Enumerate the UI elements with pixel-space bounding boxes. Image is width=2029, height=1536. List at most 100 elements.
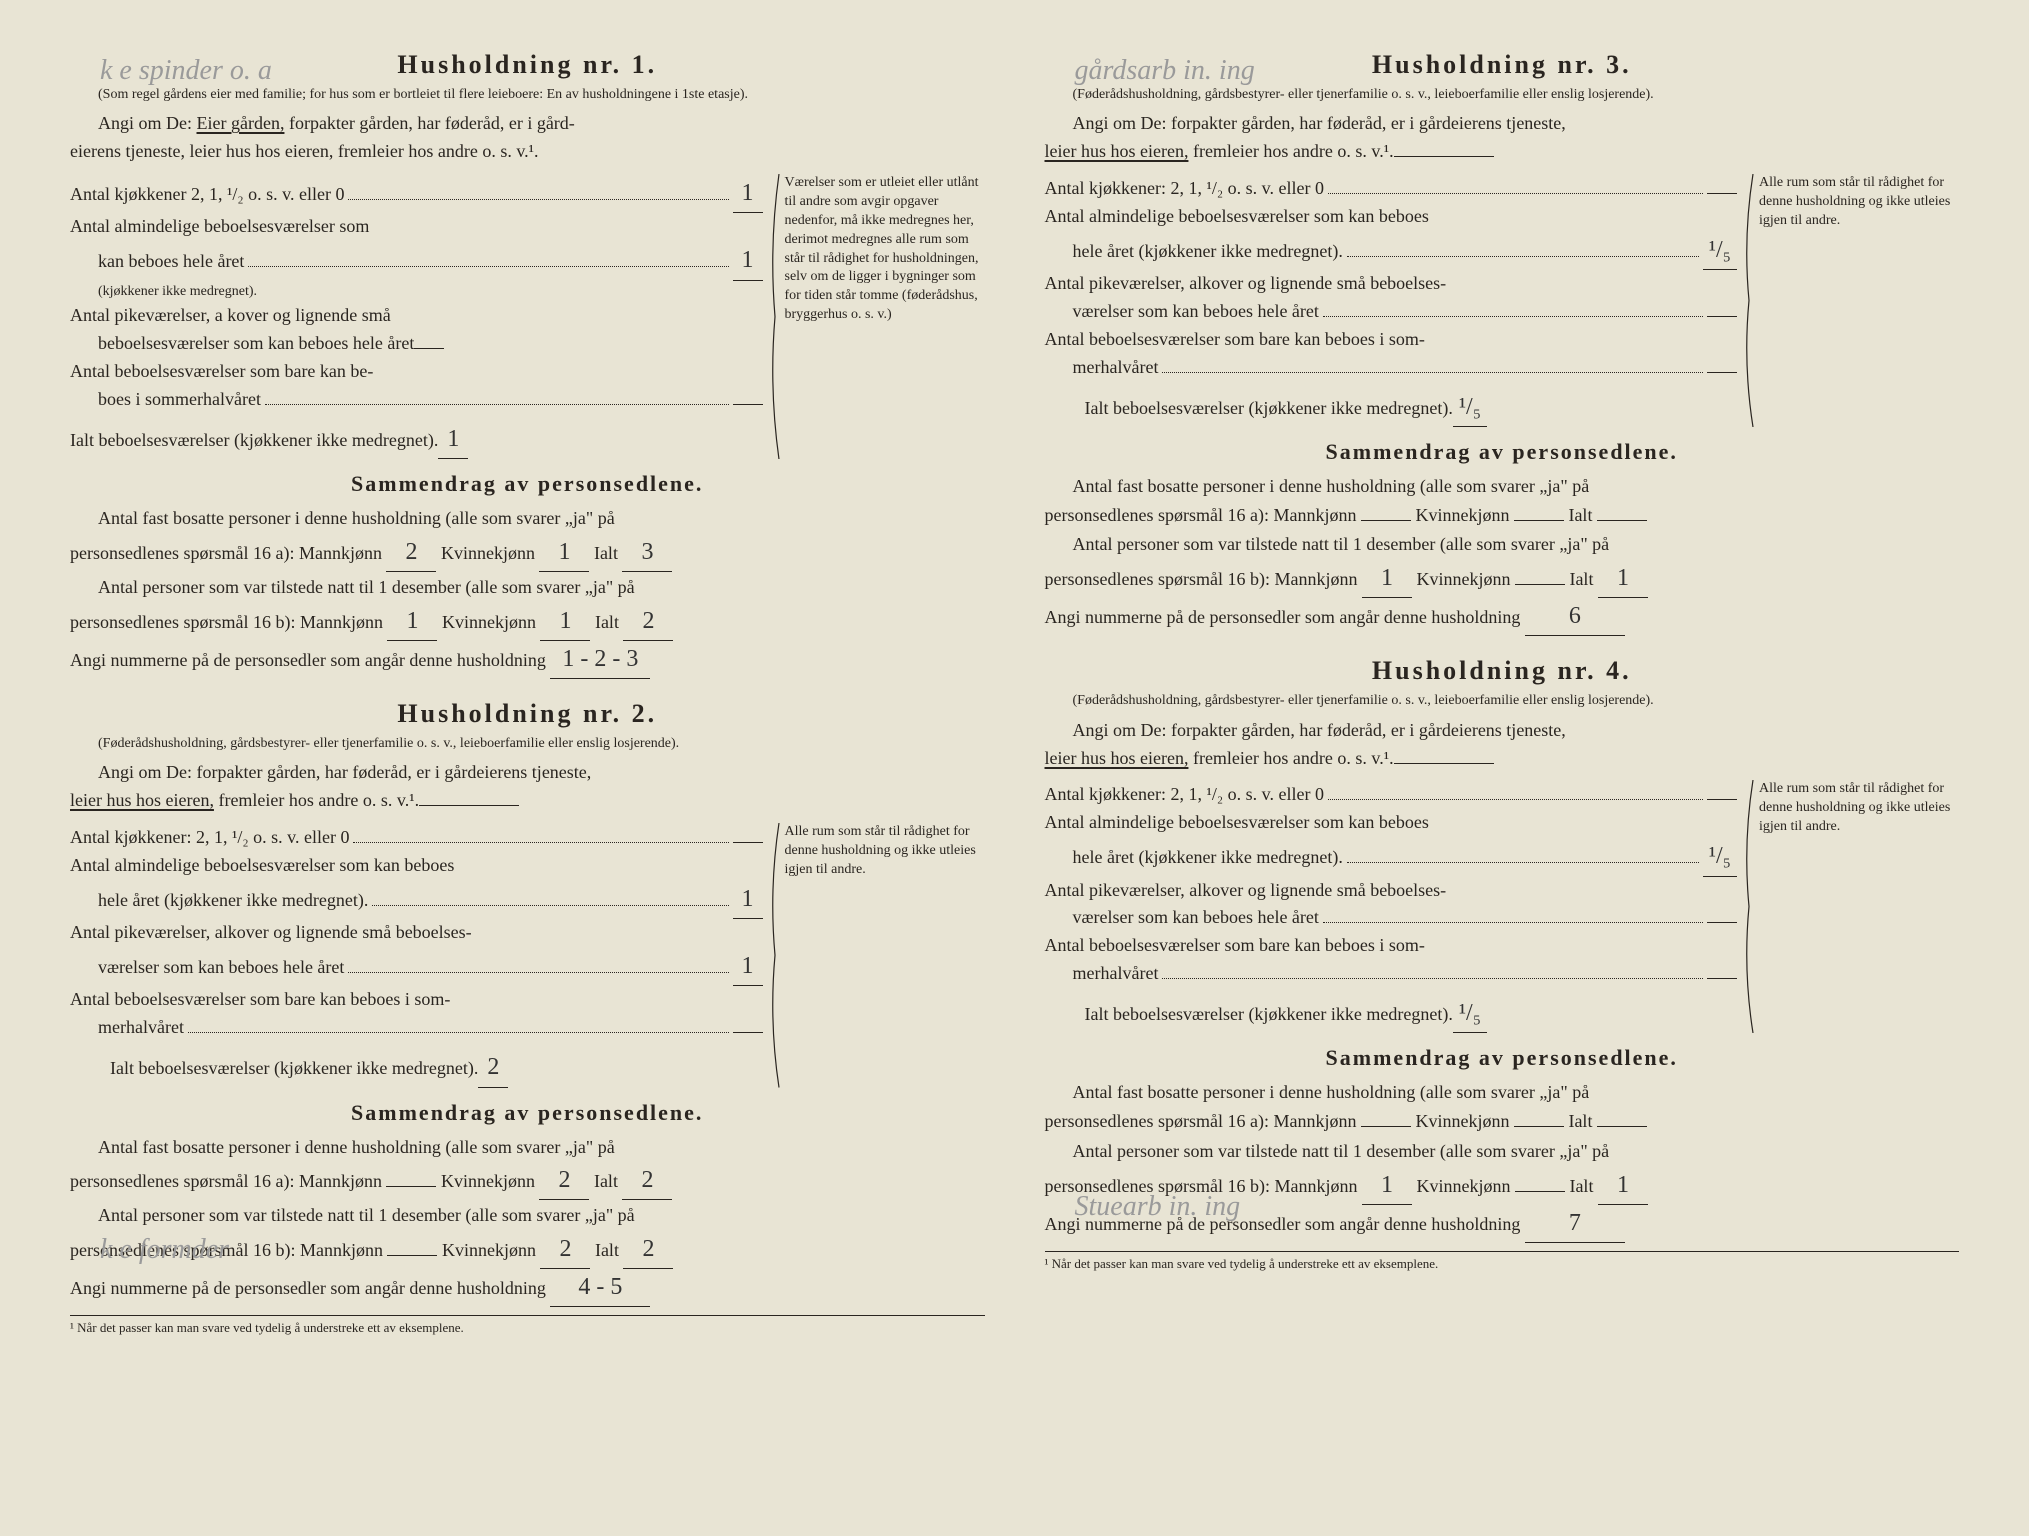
sum-prefix-b: personsedlenes spørsmål 16 b): Mannkjønn [1045, 569, 1358, 589]
kvinne-a-value [1514, 1126, 1564, 1127]
sum-line-1a: Antal fast bosatte personer i denne hush… [70, 503, 985, 534]
ialt-value: ¹/₅ [1453, 994, 1487, 1033]
angi-underlined: leier hus hos eieren, [1045, 748, 1189, 768]
angi-line-2: leier hus hos eieren, fremleier hos andr… [70, 787, 985, 815]
alm-label-2: hele året (kjøkkener ikke medregnet). [1045, 238, 1343, 266]
kvinne-a-value: 1 [539, 534, 589, 572]
kvinne-label: Kvinnekjønn [442, 1240, 536, 1260]
kjokkener-value [1707, 193, 1737, 194]
pike-label-1: Antal pikeværelser, alkover og lignende … [1045, 270, 1738, 298]
ialt-b-value: 2 [623, 1231, 673, 1269]
kvinne-label: Kvinnekjønn [1415, 1111, 1509, 1131]
dots [248, 266, 728, 267]
ialt-b-value: 2 [623, 603, 673, 641]
mann-b-value: 1 [1362, 1167, 1412, 1205]
household-2: k e formder Husholdning nr. 2. (Føderåds… [70, 699, 985, 1336]
side-note-4: Alle rum som står til rådighet for denne… [1749, 780, 1959, 1033]
alm-value: ¹/₅ [1703, 231, 1737, 270]
brace-icon [767, 174, 781, 459]
alm-label-1: Antal almindelige beboelsesværelser som … [70, 852, 763, 880]
sum-prefix: personsedlenes spørsmål 16 a): Mannkjønn [70, 1171, 382, 1191]
sammendrag-title-1: Sammendrag av personsedlene. [70, 471, 985, 497]
angi-fill [419, 805, 519, 806]
form-section-2: Antal kjøkkener: 2, 1, ¹/₂ o. s. v. elle… [70, 823, 985, 1088]
mann-b-value: 1 [387, 603, 437, 641]
ialt-label: Ialt beboelsesværelser (kjøkkener ikke m… [70, 426, 438, 455]
side-note-2: Alle rum som står til rådighet for denne… [775, 823, 985, 1088]
alm-label-1: Antal almindelige beboelsesværelser som [70, 213, 763, 241]
sum-line-2a: Antal personer som var tilstede natt til… [70, 1200, 985, 1231]
dots [265, 404, 729, 405]
side-note-text: Værelser som er utleiet eller utlånt til… [785, 175, 979, 322]
sum-prefix: personsedlenes spørsmål 16 a): Mannkjønn [70, 543, 382, 563]
household-3-note: (Føderådshusholdning, gårdsbestyrer- ell… [1045, 86, 1960, 104]
ialt-label: Ialt [1568, 505, 1592, 525]
household-1-note: (Som regel gårdens eier med familie; for… [70, 86, 985, 104]
handwriting-note-2: k e formder [100, 1234, 229, 1266]
form-section-3: Antal kjøkkener: 2, 1, ¹/₂ o. s. v. elle… [1045, 174, 1960, 427]
ialt-b-value: 1 [1598, 1167, 1648, 1205]
brace-icon [1741, 174, 1755, 427]
kvinne-label: Kvinnekjønn [1415, 505, 1509, 525]
sum-prefix: personsedlenes spørsmål 16 a): Mannkjønn [1045, 1111, 1357, 1131]
sum-line-1a: Antal fast bosatte personer i denne hush… [70, 1132, 985, 1163]
pike-value [414, 348, 444, 349]
alm-label-2: kan beboes hele året [70, 248, 244, 276]
dots [1162, 372, 1703, 373]
kvinne-a-value: 2 [539, 1162, 589, 1200]
household-4-title: Husholdning nr. 4. [1045, 656, 1960, 686]
sommer-label-2: merhalvåret [1045, 354, 1159, 382]
ialt-label: Ialt [594, 1171, 618, 1191]
mann-a-value [386, 1186, 436, 1187]
footnote-left: ¹ Når det passer kan man svare ved tydel… [70, 1315, 985, 1336]
sum-line-2b: personsedlenes spørsmål 16 b): Mannkjønn… [1045, 560, 1960, 598]
sum-line-2b: personsedlenes spørsmål 16 b): Mannkjønn… [70, 603, 985, 641]
alm-label-2: hele året (kjøkkener ikke medregnet). [70, 887, 368, 915]
ialt-a-value: 3 [622, 534, 672, 572]
angi-rest: fremleier hos andre o. s. v.¹. [1188, 748, 1393, 768]
nummer-value: 1 - 2 - 3 [550, 641, 650, 679]
handwriting-note-1: k e spinder o. a [100, 55, 272, 87]
nummer-row: Angi nummerne på de personsedler som ang… [70, 1269, 985, 1307]
ialt-a-value: 2 [622, 1162, 672, 1200]
ialt-label: Ialt beboelsesværelser (kjøkkener ikke m… [1045, 1000, 1453, 1029]
ialt-a-value [1597, 1126, 1647, 1127]
angi-rest: fremleier hos andre o. s. v.¹. [214, 790, 419, 810]
dots [353, 842, 728, 843]
angi-rest: forpakter gården, har føderåd, er i gård… [284, 113, 574, 133]
kjokkener-value: 1 [733, 174, 763, 213]
sum-line-2a: Antal personer som var tilstede natt til… [1045, 1136, 1960, 1167]
sum-line-1b: personsedlenes spørsmål 16 a): Mannkjønn… [70, 534, 985, 572]
pike-value: 1 [733, 947, 763, 986]
household-3: gårdsarb in. ing Husholdning nr. 3. (Fød… [1045, 50, 1960, 636]
nummer-label: Angi nummerne på de personsedler som ang… [70, 650, 546, 670]
handwriting-note-4: Stuearb in. ing [1075, 1191, 1241, 1223]
pike-label-1: Antal pikeværelser, a kover og lignende … [70, 302, 763, 330]
ialt-a-value [1597, 520, 1647, 521]
right-page: gårdsarb in. ing Husholdning nr. 3. (Fød… [1015, 30, 1990, 1506]
sommer-value [733, 1032, 763, 1033]
angi-line-2: leier hus hos eieren, fremleier hos andr… [1045, 138, 1960, 166]
mann-a-value [1361, 520, 1411, 521]
dots [348, 972, 728, 973]
form-main-4: Antal kjøkkener: 2, 1, ¹/₂ o. s. v. elle… [1045, 780, 1738, 1033]
kjokkener-label: Antal kjøkkener: 2, 1, ¹/₂ o. s. v. elle… [70, 823, 349, 852]
angi-fill [1394, 763, 1494, 764]
kvinne-label: Kvinnekjønn [441, 543, 535, 563]
sammendrag-title-2: Sammendrag av personsedlene. [70, 1100, 985, 1126]
mann-a-value: 2 [386, 534, 436, 572]
kvinne-b-value [1515, 1191, 1565, 1192]
nummer-row: Angi nummerne på de personsedler som ang… [70, 641, 985, 679]
dots [1162, 978, 1703, 979]
alm-note: (kjøkkener ikke medregnet). [70, 281, 763, 303]
form-section-1: Antal kjøkkener 2, 1, ¹/₂ o. s. v. eller… [70, 174, 985, 459]
kvinne-b-value: 1 [540, 603, 590, 641]
alm-label-1: Antal almindelige beboelsesværelser som … [1045, 203, 1738, 231]
dots [1323, 316, 1703, 317]
ialt-label: Ialt beboelsesværelser (kjøkkener ikke m… [1045, 394, 1453, 423]
side-note-text: Alle rum som står til rådighet for denne… [785, 824, 976, 877]
sommer-label-2: merhalvåret [70, 1014, 184, 1042]
angi-underlined: Eier gården, [197, 113, 285, 133]
dots [1323, 922, 1703, 923]
ialt-label: Ialt beboelsesværelser (kjøkkener ikke m… [70, 1054, 478, 1083]
